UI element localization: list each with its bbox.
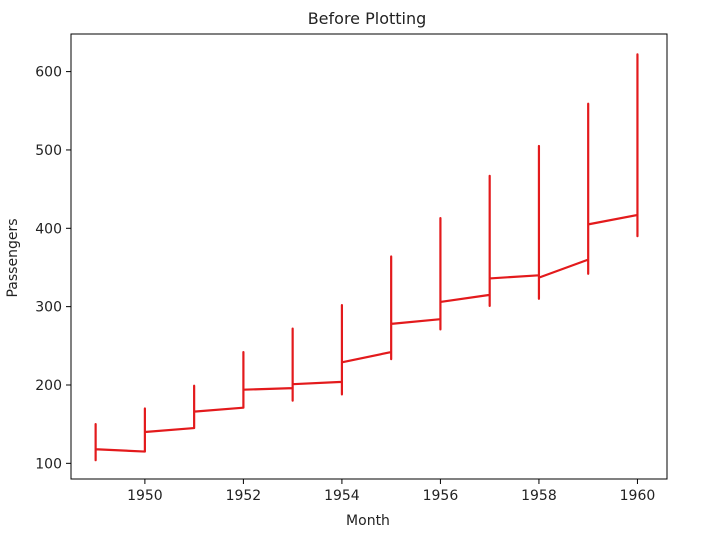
y-tick-label: 100 — [35, 456, 62, 472]
x-axis-title: Month — [346, 513, 390, 529]
plot-area — [94, 53, 639, 462]
series-line — [94, 53, 639, 462]
x-tick-label: 1950 — [127, 488, 163, 504]
y-tick-label: 400 — [35, 221, 62, 237]
x-tick-label: 1952 — [226, 488, 262, 504]
x-tick-label: 1956 — [423, 488, 459, 504]
plot-frame — [70, 33, 668, 480]
y-tick-label: 600 — [35, 65, 62, 81]
y-axis-title: Passengers — [5, 218, 21, 297]
x-tick-label: 1958 — [521, 488, 557, 504]
x-tick-label: 1954 — [324, 488, 360, 504]
y-tick-label: 500 — [35, 143, 62, 159]
y-axis-ticks: 100 200 300 400 500 600 — [35, 65, 71, 472]
x-axis-ticks: 1950 1952 1954 1956 1958 1960 — [127, 479, 655, 504]
y-tick-label: 300 — [35, 300, 62, 316]
chart-title: Before Plotting — [308, 9, 427, 28]
y-tick-label: 200 — [35, 378, 62, 394]
x-tick-label: 1960 — [620, 488, 656, 504]
